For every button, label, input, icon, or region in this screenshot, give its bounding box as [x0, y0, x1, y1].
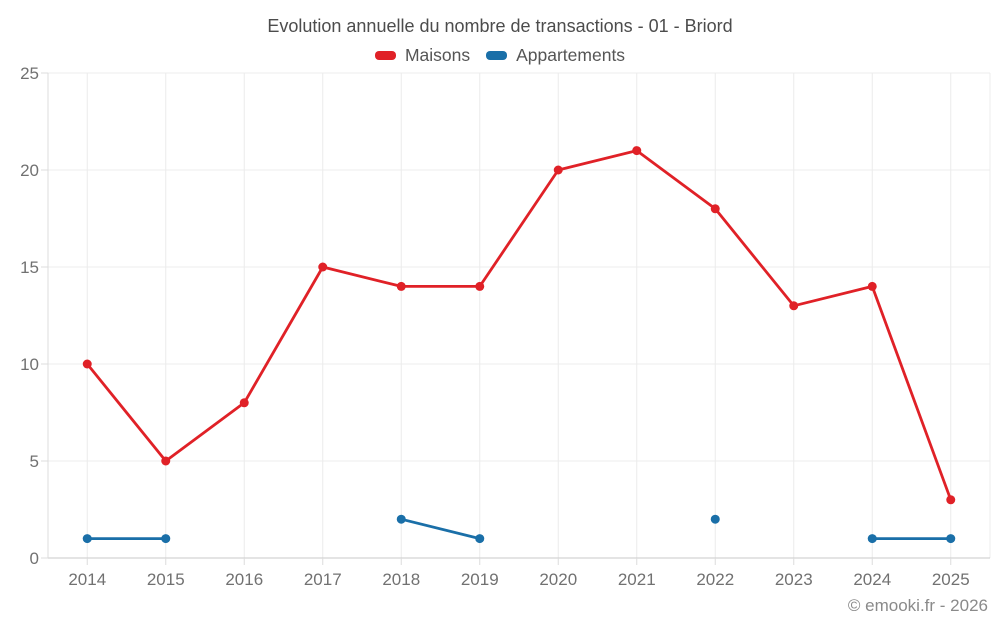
y-tick-label: 15	[20, 258, 39, 277]
x-tick-label: 2025	[932, 570, 970, 589]
x-tick-label: 2014	[68, 570, 106, 589]
copyright-footer: © emooki.fr - 2026	[847, 596, 988, 615]
data-point[interactable]	[82, 359, 92, 369]
data-point[interactable]	[161, 534, 171, 544]
data-point[interactable]	[396, 514, 406, 524]
x-tick-label: 2020	[539, 570, 577, 589]
x-tick-label: 2019	[461, 570, 499, 589]
chart-title: Evolution annuelle du nombre de transact…	[267, 16, 733, 36]
x-tick-label: 2022	[696, 570, 734, 589]
data-point[interactable]	[710, 514, 720, 524]
y-tick-label: 0	[30, 549, 39, 568]
x-tick-label: 2016	[225, 570, 263, 589]
gridlines	[48, 72, 991, 558]
x-tick-label: 2021	[618, 570, 656, 589]
data-point[interactable]	[396, 281, 406, 291]
appartements-legend-swatch	[486, 51, 508, 60]
data-point[interactable]	[946, 534, 956, 544]
data-point[interactable]	[475, 534, 485, 544]
appartements-legend-label: Appartements	[516, 45, 626, 65]
x-tick-label: 2024	[853, 570, 891, 589]
series-line	[85, 149, 953, 502]
x-tick-label: 2015	[147, 570, 185, 589]
data-point[interactable]	[553, 165, 563, 175]
data-point[interactable]	[318, 262, 328, 272]
legend-item-maisons[interactable]: Maisons	[374, 45, 471, 66]
data-point[interactable]	[475, 281, 485, 291]
data-point[interactable]	[82, 534, 92, 544]
y-tick-label: 20	[20, 161, 39, 180]
maisons-legend-swatch	[374, 51, 396, 60]
data-point[interactable]	[161, 456, 171, 466]
series-line	[399, 517, 482, 540]
data-point[interactable]	[632, 146, 642, 156]
y-tick-label: 10	[20, 355, 39, 374]
data-point[interactable]	[946, 495, 956, 505]
y-tick-label: 25	[20, 64, 39, 83]
chart-legend: Maisons Appartements	[0, 45, 1000, 66]
data-point[interactable]	[710, 204, 720, 214]
data-point[interactable]	[867, 281, 877, 291]
y-tick-label: 5	[30, 452, 39, 471]
series-appartements	[82, 514, 956, 544]
axes	[41, 72, 990, 565]
maisons-legend-label: Maisons	[404, 45, 471, 65]
data-point[interactable]	[789, 301, 799, 311]
data-point[interactable]	[867, 534, 877, 544]
series-maisons	[82, 146, 956, 505]
data-point[interactable]	[239, 398, 249, 408]
x-tick-label: 2017	[304, 570, 342, 589]
x-tick-label: 2018	[382, 570, 420, 589]
x-tick-label: 2023	[775, 570, 813, 589]
legend-item-appartements[interactable]: Appartements	[486, 45, 625, 66]
